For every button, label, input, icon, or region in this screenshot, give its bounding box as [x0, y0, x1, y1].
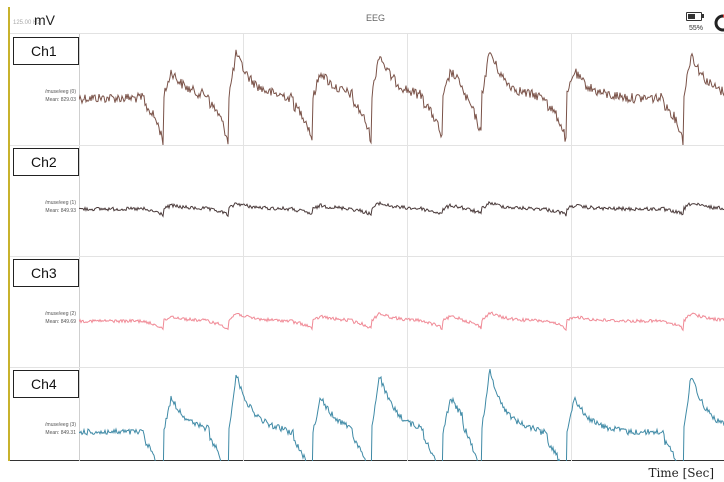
channel-source: /muse/eeg (3) [45, 422, 76, 428]
channel-mean: Mean: 829.03 [45, 97, 76, 103]
unit-label: mV [34, 12, 55, 28]
channel-label: Ch1 [13, 37, 79, 65]
row-divider [10, 367, 724, 368]
channel-label: Ch4 [13, 370, 79, 398]
eeg-trace-1 [79, 49, 724, 146]
battery-icon [686, 12, 704, 21]
top-bar: 125.00 Hz mV EEG 55% [10, 7, 724, 34]
gauge-icon[interactable] [712, 13, 724, 33]
eeg-plot-panel: 125.00 Hz mV EEG 55% Ch1/muse/eeg (0) Mea… [8, 7, 724, 461]
battery-percent: 55% [689, 25, 704, 32]
eeg-traces [79, 34, 724, 461]
eeg-trace-2 [79, 200, 724, 218]
channel-source: /muse/eeg (0) [45, 89, 76, 95]
channel-mean: Mean: 849.69 [45, 319, 76, 325]
channel-source: /muse/eeg (2) [45, 311, 76, 317]
channel-mean: Mean: 849.31 [45, 430, 76, 436]
plot-title: EEG [366, 13, 386, 23]
time-axis-line [10, 460, 724, 461]
channel-label: Ch2 [13, 148, 79, 176]
time-axis-label: Time [Sec] [648, 466, 714, 480]
row-divider [10, 256, 724, 257]
eeg-trace-3 [79, 311, 724, 332]
eeg-trace-4 [79, 369, 724, 461]
channel-source: /muse/eeg (1) [45, 200, 76, 206]
channel-mean: Mean: 849.93 [45, 208, 76, 214]
row-divider [10, 145, 724, 146]
channel-label: Ch3 [13, 259, 79, 287]
sample-rate: 125.00 Hz [13, 20, 41, 26]
